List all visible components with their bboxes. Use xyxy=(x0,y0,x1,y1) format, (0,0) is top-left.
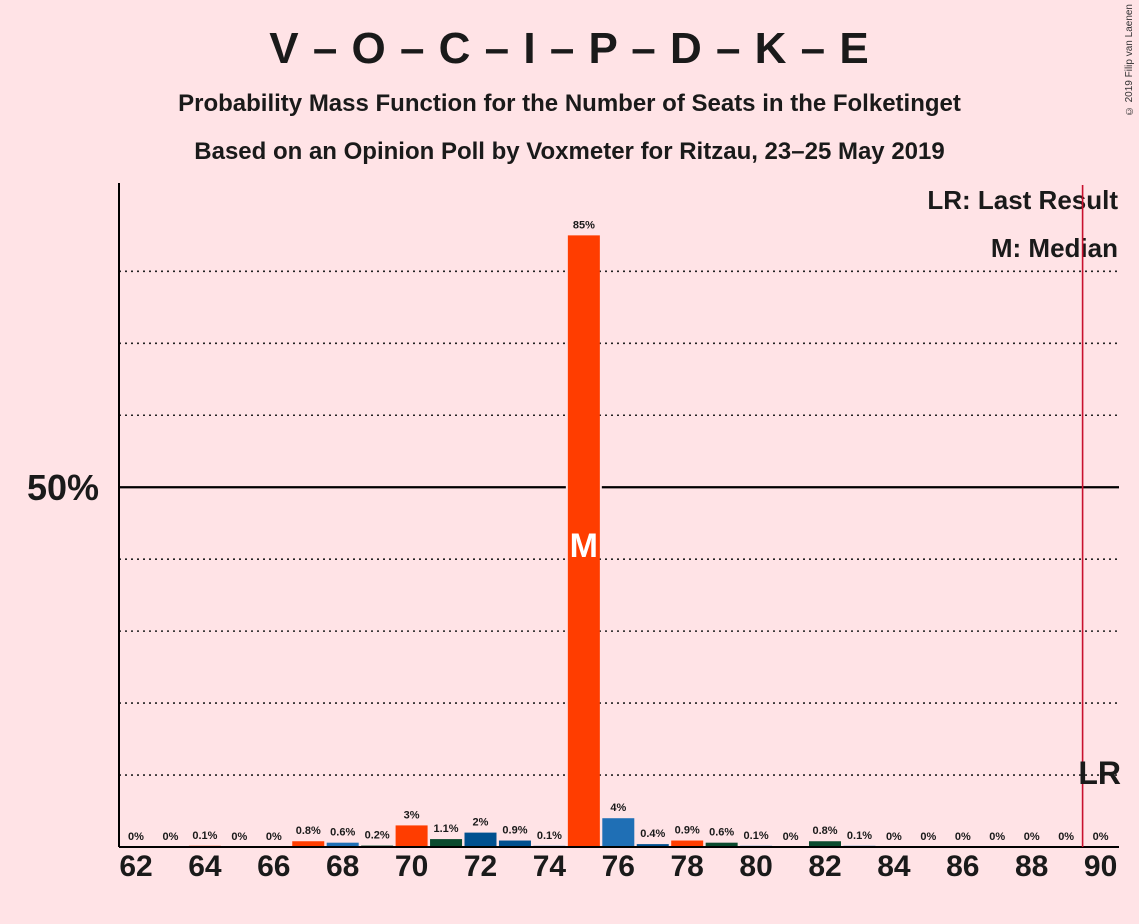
x-tick-label: 74 xyxy=(533,850,567,883)
bar-seat-73 xyxy=(498,840,531,847)
bar-value-label: 0% xyxy=(128,831,144,843)
bar-value-label: 0% xyxy=(886,831,902,843)
bar-value-label: 0% xyxy=(989,831,1005,843)
chart-source-line: Based on an Opinion Poll by Voxmeter for… xyxy=(194,138,945,165)
bar-value-label: 0.1% xyxy=(537,830,562,842)
x-tick-label: 90 xyxy=(1084,850,1117,883)
value-labels: 0% 0% 0.1% 0% 0% 0.8% 0.6% 0.2% 3% 1.1% 2% 0.9% 0.1%… xyxy=(128,219,1109,843)
last-result-marker: LR xyxy=(1078,755,1121,791)
x-tick-label: 68 xyxy=(326,850,359,883)
bar-value-label: 0.1% xyxy=(744,830,769,842)
bar-seat-72 xyxy=(464,832,497,847)
x-tick-label: 88 xyxy=(1015,850,1048,883)
bar-seat-82 xyxy=(809,841,841,847)
bar-value-label: 85% xyxy=(573,219,595,231)
bar-value-label: 0% xyxy=(1058,831,1074,843)
bar-value-label: 0% xyxy=(955,831,971,843)
legend-median: M: Median xyxy=(990,233,1118,263)
bar-value-label: 0% xyxy=(1024,831,1040,843)
y-tick-label: 50% xyxy=(27,467,99,508)
bar-value-label: 0.2% xyxy=(365,830,390,842)
x-tick-label: 66 xyxy=(257,850,290,883)
bar-value-label: 0.6% xyxy=(709,827,734,839)
x-tick-label: 70 xyxy=(395,850,428,883)
gridlines xyxy=(119,270,1119,776)
bar-seat-79 xyxy=(705,842,738,847)
bar-seat-67 xyxy=(292,841,325,847)
bars xyxy=(188,235,876,847)
bar-value-label: 0.6% xyxy=(330,827,355,839)
axes: 50% 62 64 66 68 70 72 74 76 78 80 82 84 86 88 90 xyxy=(27,183,1119,883)
bar-seat-71 xyxy=(430,839,463,847)
bar-seat-78 xyxy=(671,840,704,847)
chart-subtitle: Probability Mass Function for the Number… xyxy=(178,90,961,117)
bar-value-label: 2% xyxy=(473,817,489,829)
x-tick-label: 64 xyxy=(188,850,222,883)
chart-title: V – O – C – I – P – D – K – E xyxy=(269,24,870,73)
bar-seat-70 xyxy=(395,825,428,847)
x-tick-label: 62 xyxy=(119,850,152,883)
bar-value-label: 0.1% xyxy=(192,830,217,842)
bar-value-label: 1.1% xyxy=(434,823,459,835)
bar-value-label: 0.9% xyxy=(675,825,700,837)
bar-value-label: 4% xyxy=(610,802,626,814)
bar-value-label: 0% xyxy=(783,831,799,843)
median-marker: M xyxy=(570,527,598,565)
bar-value-label: 0% xyxy=(231,831,247,843)
bar-value-label: 0.9% xyxy=(502,825,527,837)
bar-value-label: 0.4% xyxy=(640,828,665,840)
bar-seat-75 xyxy=(567,235,600,847)
bar-value-label: 0% xyxy=(162,831,178,843)
bar-seat-77 xyxy=(636,844,669,847)
bar-value-label: 0.1% xyxy=(847,830,872,842)
x-tick-label: 84 xyxy=(877,850,911,883)
bar-value-label: 3% xyxy=(404,809,420,821)
bar-value-label: 0% xyxy=(266,831,282,843)
x-tick-label: 80 xyxy=(739,850,772,883)
x-tick-label: 76 xyxy=(602,850,635,883)
x-tick-label: 82 xyxy=(808,850,841,883)
bar-value-label: 0% xyxy=(920,831,936,843)
legend-last-result: LR: Last Result xyxy=(927,185,1118,215)
x-tick-label: 86 xyxy=(946,850,979,883)
x-tick-label: 72 xyxy=(464,850,497,883)
bar-seat-68 xyxy=(326,842,359,847)
bar-seat-76 xyxy=(602,818,635,847)
bar-value-label: 0.8% xyxy=(812,825,837,837)
bar-value-label: 0% xyxy=(1093,831,1109,843)
markers: M LR xyxy=(570,185,1121,847)
x-tick-label: 78 xyxy=(671,850,704,883)
bar-value-label: 0.8% xyxy=(296,825,321,837)
